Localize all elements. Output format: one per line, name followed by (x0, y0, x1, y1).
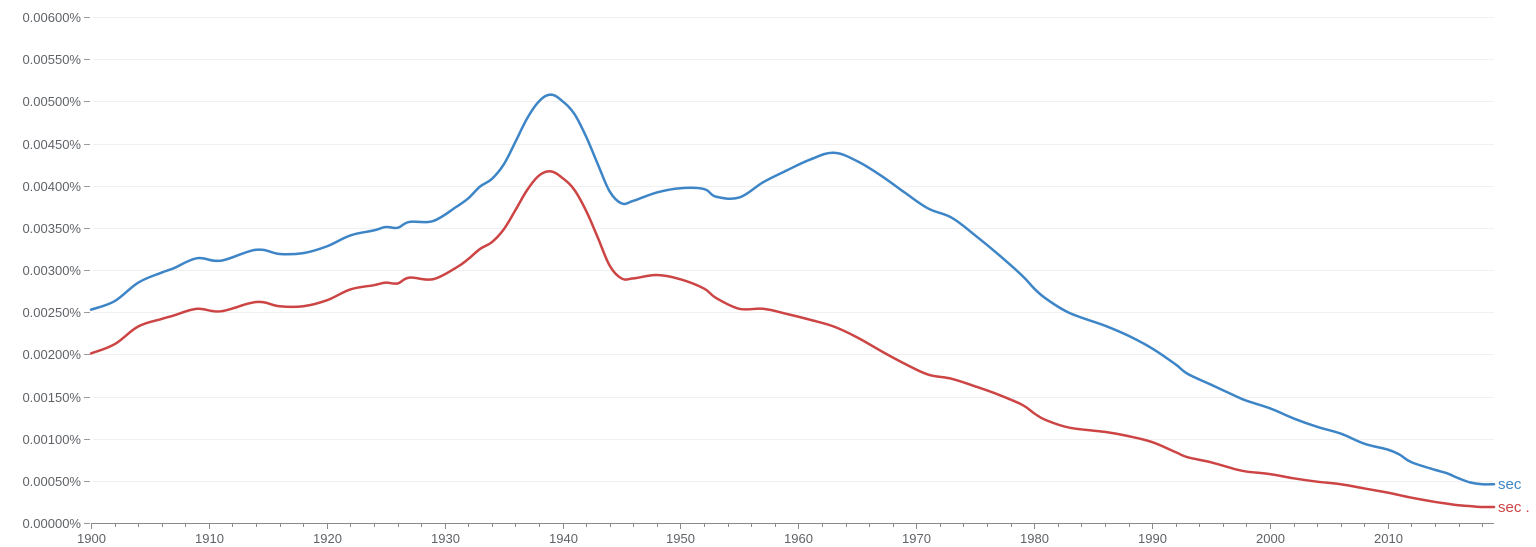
x-tick-label: 2010 (1374, 531, 1403, 546)
gridlines (93, 17, 1494, 482)
y-tick-label: 0.00600% (22, 10, 81, 25)
x-axis: 1900 1910 1920 1930 1940 1950 1960 1970 1980 1990… (77, 523, 1494, 546)
x-tick-label: 1970 (902, 531, 931, 546)
y-tick-label: 0.00200% (22, 347, 81, 362)
x-tick-label: 1990 (1138, 531, 1167, 546)
x-tick-label: 1910 (195, 531, 224, 546)
x-tick-label: 2000 (1256, 531, 1285, 546)
x-tick-label: 1960 (784, 531, 813, 546)
y-tick-label: 0.00250% (22, 305, 81, 320)
y-tick-label: 0.00400% (22, 179, 81, 194)
x-tick-label: 1980 (1020, 531, 1049, 546)
y-tick-label: 0.00000% (22, 516, 81, 531)
series-line-sec-dot[interactable] (89, 169, 1496, 509)
y-axis: 0.00000% 0.00050% 0.00100% 0.00150% 0.00200%… (22, 10, 90, 531)
y-tick-label: 0.00050% (22, 474, 81, 489)
y-tick-label: 0.00550% (22, 52, 81, 67)
y-tick-label: 0.00450% (22, 137, 81, 152)
x-tick-label: 1900 (77, 531, 106, 546)
y-tick-label: 0.00150% (22, 390, 81, 405)
x-tick-label: 1930 (431, 531, 460, 546)
series-lines (89, 93, 1496, 509)
x-tick-label: 1920 (313, 531, 342, 546)
series-label-sec-dot[interactable]: sec . (1498, 499, 1530, 516)
y-tick-label: 0.00350% (22, 221, 81, 236)
y-tick-label: 0.00100% (22, 432, 81, 447)
series-labels: sec sec . (1498, 476, 1530, 516)
x-tick-label: 1950 (666, 531, 695, 546)
x-tick-label: 1940 (549, 531, 578, 546)
y-tick-label: 0.00500% (22, 94, 81, 109)
series-label-sec[interactable]: sec (1498, 476, 1522, 493)
series-line-sec[interactable] (89, 93, 1496, 486)
y-tick-label: 0.00300% (22, 263, 81, 278)
